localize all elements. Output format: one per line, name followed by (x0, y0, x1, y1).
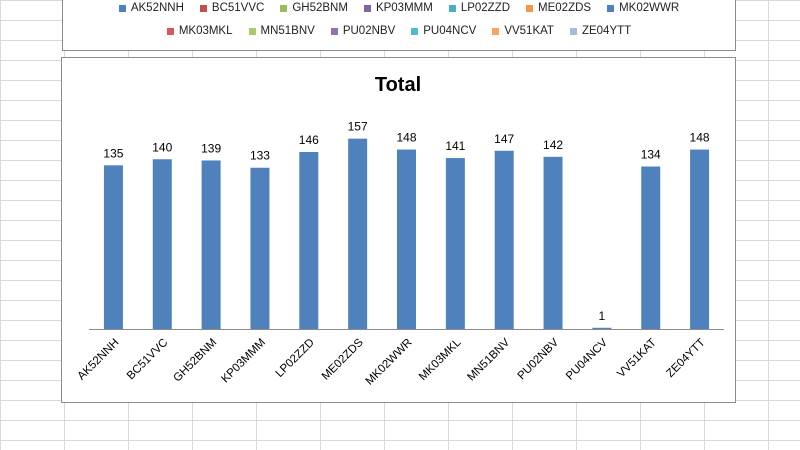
legend-label: KP03MMM (375, 2, 433, 14)
legend-label: MK02WWR (619, 2, 680, 14)
data-label: 133 (250, 149, 270, 163)
x-tick-label: ZE04YTT (664, 337, 707, 380)
data-label: 134 (641, 148, 661, 162)
data-label: 142 (543, 138, 563, 152)
bar[interactable] (348, 138, 368, 329)
x-tick-label: MK03MKL (417, 336, 464, 383)
bar[interactable] (397, 149, 416, 329)
legend-label: PU02NBV (342, 25, 396, 37)
data-label: 141 (445, 139, 465, 153)
bar[interactable] (152, 159, 172, 329)
bar[interactable] (641, 166, 661, 329)
legend-swatch (330, 27, 338, 35)
chart-title: Total (375, 74, 421, 96)
legend-item: GH52BNM (280, 1, 348, 15)
data-label: 140 (152, 140, 172, 154)
bar[interactable] (592, 327, 612, 330)
x-tick-label: MN51BNV (465, 336, 512, 383)
legend-swatch (166, 27, 174, 35)
legend-swatch (492, 27, 500, 35)
data-labels-layer: 135 140 139 133 146 157 148 141 147 142 1 134 148 (103, 120, 710, 323)
bar[interactable] (543, 156, 563, 329)
legend-swatch (607, 4, 615, 12)
legend-item: AK52NNH (118, 1, 184, 15)
bar[interactable] (445, 158, 465, 329)
legend-item: BC51VVC (199, 1, 265, 15)
x-tick-label: ME02ZDS (320, 336, 366, 382)
legend-swatch (569, 27, 577, 35)
data-label: 157 (348, 120, 368, 134)
legend-item: PU04NCV (411, 24, 476, 38)
data-label: 148 (396, 131, 416, 145)
legend-swatch (248, 27, 256, 35)
data-label: 135 (103, 146, 123, 160)
legend-item: PU02NBV (330, 24, 396, 38)
legend-swatch (411, 27, 419, 35)
legend-item: MK03MKL (166, 24, 233, 38)
legend-item: KP03MMM (363, 1, 433, 15)
bar[interactable] (250, 167, 270, 329)
legend-item: VV51KAT (492, 24, 554, 38)
x-tick-label: PU02NBV (516, 336, 562, 382)
legend-item: MN51BNV (248, 24, 315, 38)
bar[interactable] (103, 165, 123, 329)
legend-label: MN51BNV (260, 25, 315, 37)
x-tick-label: LP02ZZD (274, 337, 317, 380)
bar-chart: Total 135 140 139 133 146 157 148 141 147 142 1 134… (76, 74, 724, 388)
data-label: 139 (201, 141, 221, 155)
x-tick-label: GH52BNM (171, 337, 219, 385)
legend-swatch (526, 4, 534, 12)
legend-swatch (363, 4, 371, 12)
legend-label: MK03MKL (178, 25, 233, 37)
legend-label: VV51KAT (504, 25, 554, 37)
legend-label: AK52NNH (130, 2, 184, 14)
x-tick-labels: AK52NNH BC51VVC GH52BNM KP03MMM LP02ZZD ME02Z… (76, 336, 708, 387)
bar[interactable] (690, 149, 710, 329)
legend-item: LP02ZZD (448, 1, 511, 15)
x-tick-label: MK02WWR (364, 337, 415, 388)
data-label: 148 (690, 131, 710, 145)
legend-label: LP02ZZD (460, 2, 511, 14)
data-label: 1 (599, 309, 606, 323)
data-label: 146 (299, 133, 319, 147)
legend-label: ZE04YTT (581, 25, 632, 37)
legend-swatch (280, 4, 288, 12)
legend-swatch (448, 4, 456, 12)
legend-label: GH52BNM (292, 2, 348, 14)
x-tick-label: PU04NCV (564, 336, 610, 382)
x-tick-label: BC51VVC (125, 337, 171, 383)
x-tick-label: KP03MMM (219, 337, 268, 386)
bar[interactable] (201, 160, 221, 329)
legend-label: BC51VVC (211, 2, 265, 14)
x-tick-label: VV51KAT (615, 337, 659, 381)
legend-swatch (199, 4, 207, 12)
legend-label: PU04NCV (423, 25, 477, 37)
legend-label: ME02ZDS (538, 2, 592, 14)
bar-chart-panel[interactable]: Total 135 140 139 133 146 157 148 141 147 142 1 134… (61, 57, 736, 403)
legend-item: MK02WWR (607, 1, 679, 15)
bars-layer (103, 138, 710, 330)
x-tick-label: AK52NNH (76, 337, 122, 383)
legend-chart-panel[interactable]: AK52NNH BC51VVC GH52BNM KP03MMM LP02ZZD ME02Z… (62, 0, 736, 51)
legend-item: ZE04YTT (569, 24, 632, 38)
legend: AK52NNH BC51VVC GH52BNM KP03MMM LP02ZZD ME02Z… (63, 1, 735, 38)
data-label: 147 (494, 132, 514, 146)
bar[interactable] (494, 150, 514, 329)
legend-swatch (118, 4, 126, 12)
bar[interactable] (299, 151, 319, 329)
legend-item: ME02ZDS (526, 1, 591, 15)
